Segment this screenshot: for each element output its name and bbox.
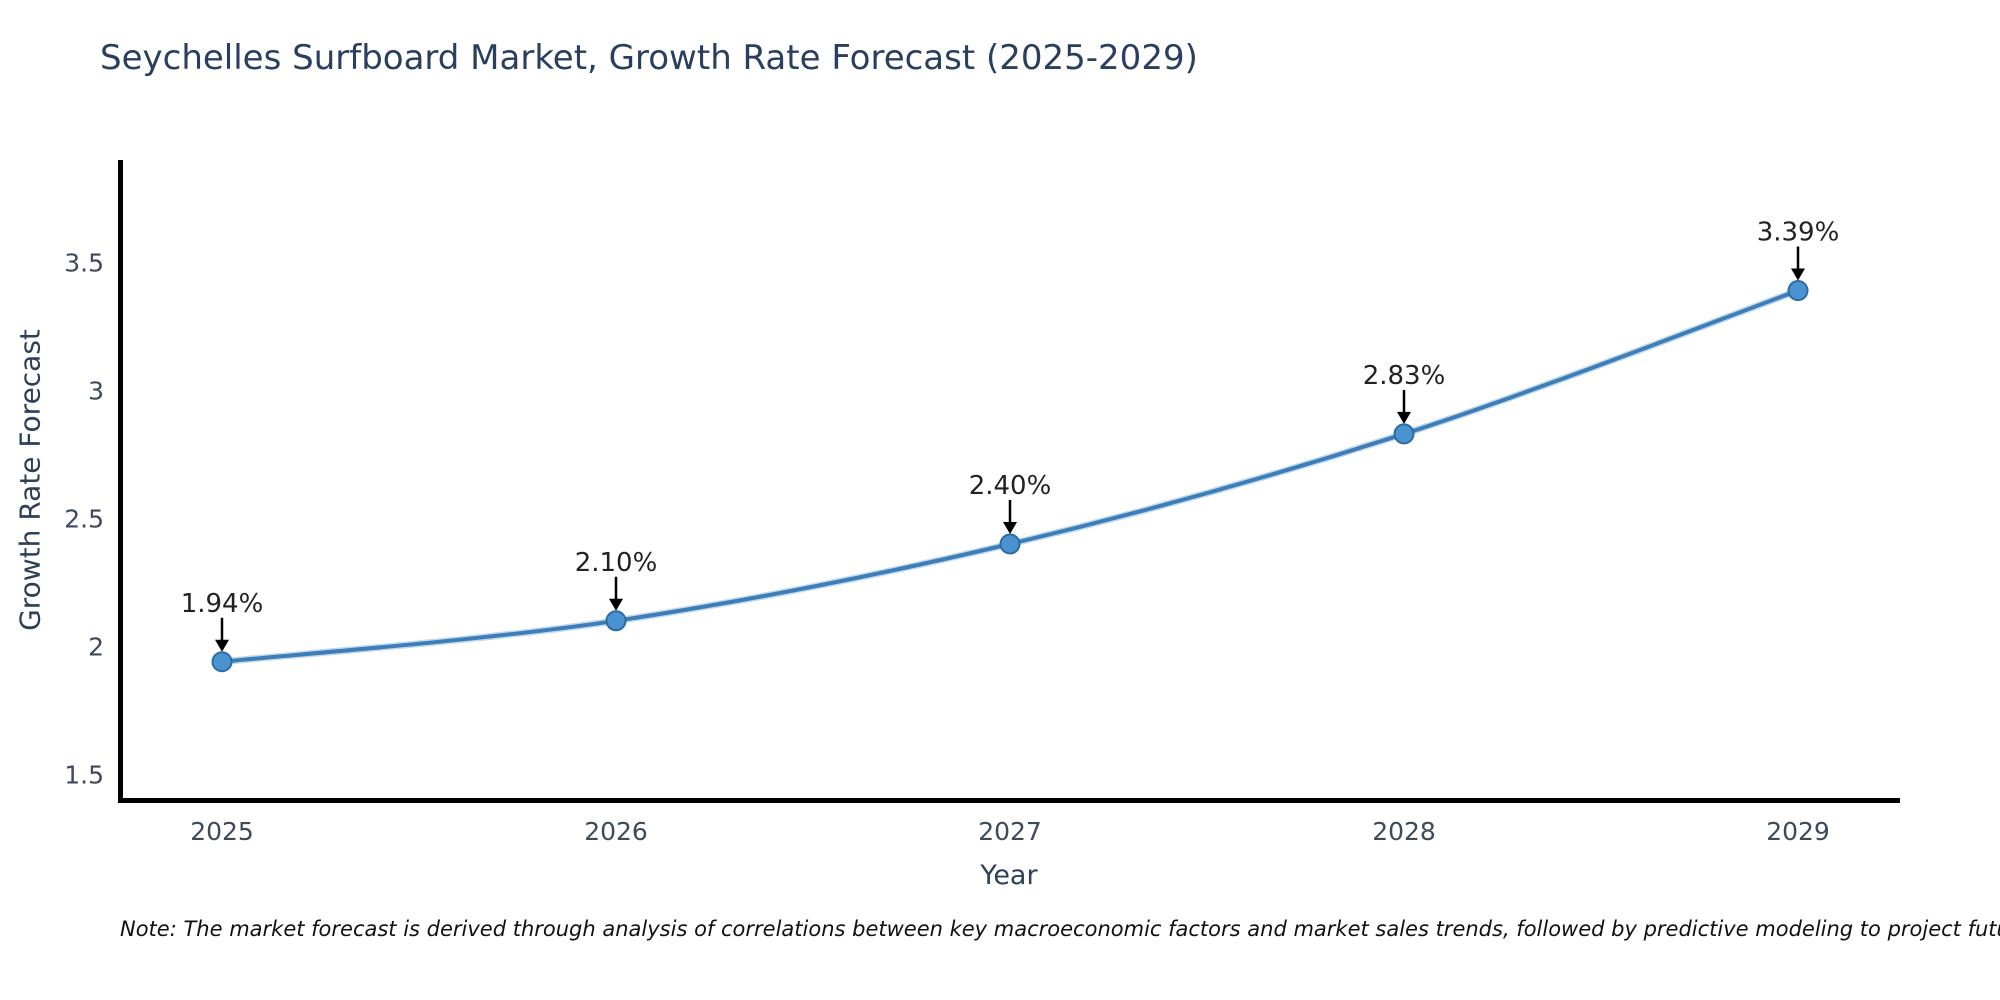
data-point-label: 2.40% (969, 471, 1052, 501)
footnote: Note: The market forecast is derived thr… (120, 917, 2000, 941)
x-tick-label: 2026 (584, 817, 648, 846)
data-point-marker (1787, 280, 1809, 302)
annotation-arrow-head (1397, 411, 1411, 424)
data-point-marker (999, 533, 1021, 555)
x-axis-spine (118, 798, 1900, 803)
y-axis-spine (118, 160, 123, 803)
data-point-label: 1.94% (181, 589, 264, 619)
x-tick-label: 2025 (190, 817, 254, 846)
data-point-marker (211, 651, 233, 673)
data-point-label: 3.39% (1757, 218, 1840, 248)
annotation-arrow-head (215, 639, 229, 652)
x-tick-label: 2028 (1372, 817, 1436, 846)
y-tick-label: 3 (88, 376, 104, 405)
data-point-marker (605, 610, 627, 632)
x-axis-title: Year (980, 860, 1038, 891)
annotation-arrow-head (609, 598, 623, 611)
y-tick-label: 2.5 (64, 504, 104, 533)
y-tick-label: 2 (88, 632, 104, 661)
x-tick-label: 2027 (978, 817, 1042, 846)
y-tick-label: 1.5 (64, 760, 104, 789)
x-tick-label: 2029 (1766, 817, 1830, 846)
annotation-arrow-head (1791, 268, 1805, 281)
data-point-label: 2.83% (1363, 361, 1446, 391)
chart-title: Seychelles Surfboard Market, Growth Rate… (100, 38, 1198, 78)
data-point-label: 2.10% (575, 548, 658, 578)
data-point-marker (1393, 423, 1415, 445)
annotation-arrow-head (1003, 522, 1017, 534)
y-tick-label: 3.5 (64, 248, 104, 277)
